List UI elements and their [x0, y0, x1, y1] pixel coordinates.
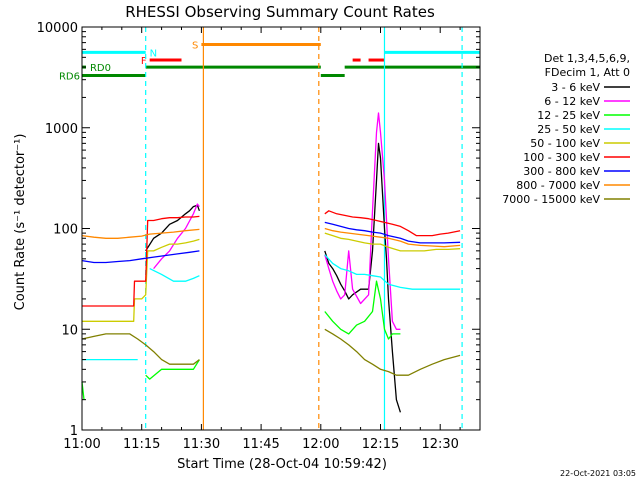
timestamp-label: 22-Oct-2021 03:05	[560, 469, 636, 478]
y-tick-label-0: 1	[70, 424, 78, 439]
legend-entry-label-8: 7000 - 15000 keV	[502, 193, 600, 206]
series-line-6-0	[81, 250, 200, 264]
y-tick-label-2: 100	[53, 223, 78, 238]
x-tick-label-0: 11:00	[63, 437, 100, 452]
x-axis-label: Start Time (28-Oct-04 10:59:42)	[177, 457, 387, 472]
y-tick-label-1: 10	[61, 323, 78, 338]
series-line-2-1	[145, 359, 200, 380]
x-tick-label-1: 11:15	[123, 437, 160, 452]
legend-entry-label-3: 25 - 50 keV	[537, 123, 600, 136]
axis-ticks: 11:00 11:15 11:30 11:45 12:00 12:15 12:30 1 10 10…	[37, 21, 481, 452]
series-line-4-1	[324, 232, 461, 252]
x-tick-label-6: 12:30	[421, 437, 458, 452]
legend-header-0: Det 1,3,4,5,6,9,	[544, 52, 630, 65]
state-bars: N S F RD0 RD6	[59, 41, 480, 83]
state-bar-label-3: RD0	[90, 63, 111, 74]
x-tick-label-3: 11:45	[242, 437, 279, 452]
series-line-0-1	[324, 142, 402, 413]
series-line-7-1	[324, 227, 461, 248]
legend-entry-label-0: 3 - 6 keV	[551, 81, 600, 94]
state-bar-label-4: RD6	[59, 72, 80, 83]
series-line-1-0	[153, 203, 200, 270]
x-tick-label-2: 11:30	[183, 437, 220, 452]
state-bar-label-2: F	[141, 56, 147, 67]
legend-entry-label-2: 12 - 25 keV	[537, 109, 600, 122]
series-line-1-1	[324, 112, 401, 330]
legend: Det 1,3,4,5,6,9,FDecim 1, Att 0 3 - 6 keV…	[502, 52, 630, 206]
y-axis-label: Count Rate (s⁻¹ detector⁻¹)	[13, 134, 28, 311]
series-line-6-1	[324, 221, 461, 244]
series-line-8-0	[81, 333, 200, 365]
plot-frame	[81, 26, 481, 431]
series-line-3-2	[324, 254, 461, 290]
y-tick-label-4: 10000	[37, 21, 78, 36]
series-lines	[81, 112, 461, 413]
legend-header-1: FDecim 1, Att 0	[545, 66, 630, 79]
series-line-7-0	[81, 228, 200, 239]
x-tick-label-5: 12:15	[362, 437, 399, 452]
chart-title: RHESSI Observing Summary Count Rates	[125, 3, 435, 21]
x-tick-label-4: 12:00	[302, 437, 339, 452]
series-line-5-1	[324, 210, 461, 237]
legend-entry-label-6: 300 - 800 keV	[523, 165, 600, 178]
y-tick-label-3: 1000	[45, 122, 78, 137]
legend-entry-label-5: 100 - 300 keV	[523, 151, 600, 164]
series-line-3-1	[149, 268, 200, 282]
series-line-5-0	[82, 215, 200, 307]
state-bar-label-0: N	[150, 48, 157, 59]
legend-entry-label-7: 800 - 7000 keV	[516, 179, 600, 192]
legend-entry-label-4: 50 - 100 keV	[530, 137, 600, 150]
legend-entry-label-1: 6 - 12 keV	[544, 95, 600, 108]
series-line-4-0	[82, 238, 200, 322]
series-line-8-1	[324, 328, 461, 376]
series-line-2-2	[324, 280, 401, 340]
state-bar-label-1: S	[192, 41, 198, 52]
